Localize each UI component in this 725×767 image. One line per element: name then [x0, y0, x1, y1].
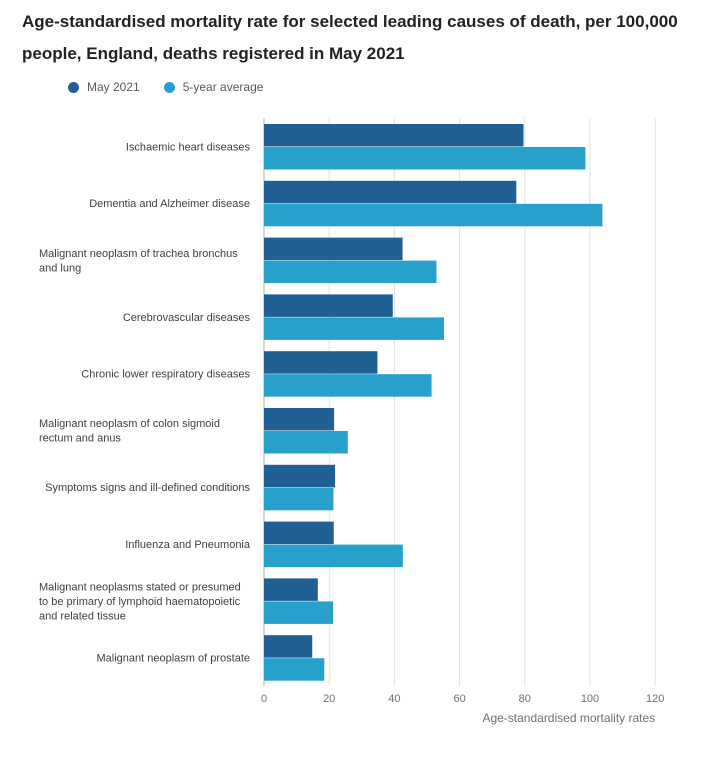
legend-item-may-2021[interactable]: May 2021 — [68, 80, 140, 94]
legend-swatch-may-2021 — [68, 81, 79, 93]
x-tick-label: 0 — [261, 693, 267, 705]
bar — [264, 658, 325, 681]
bar — [264, 578, 318, 601]
category-label: Ischaemic heart diseases — [126, 141, 251, 153]
bar — [264, 203, 603, 227]
bar — [264, 464, 336, 488]
x-tick-label: 80 — [519, 693, 531, 705]
x-tick-label: 20 — [323, 693, 335, 705]
bar — [264, 260, 437, 284]
category-label: Malignant neoplasms stated or presumed to… — [39, 581, 241, 622]
bar — [264, 431, 348, 454]
category-label: Malignant neoplasm of trachea bronchus an… — [39, 248, 238, 275]
bar — [264, 294, 393, 317]
legend-label-may-2021: May 2021 — [87, 80, 140, 94]
category-label: Symptoms signs and ill-defined condition… — [45, 482, 250, 494]
bar — [264, 601, 334, 624]
bar — [264, 147, 586, 170]
category-label: Cerebrovascular diseases — [123, 312, 251, 324]
legend: May 2021 5-year average — [68, 80, 263, 94]
x-axis-title: Age-standardised mortality rates — [482, 711, 655, 725]
bar — [264, 317, 444, 340]
bar — [264, 351, 378, 374]
bar — [264, 635, 313, 658]
bar — [264, 374, 432, 397]
bar — [264, 180, 517, 204]
bar — [264, 408, 335, 431]
bar — [264, 487, 334, 511]
bar — [264, 521, 334, 545]
category-label: Dementia and Alzheimer disease — [89, 198, 250, 210]
x-tick-label: 40 — [388, 693, 400, 705]
legend-label-5-year-average: 5-year average — [182, 80, 264, 94]
category-label: Chronic lower respiratory diseases — [81, 369, 250, 381]
category-label: Influenza and Pneumonia — [125, 539, 251, 551]
bar — [264, 124, 524, 147]
x-tick-label: 100 — [581, 693, 599, 705]
category-label: Malignant neoplasm of prostate — [97, 653, 250, 665]
legend-item-5-year-average[interactable]: 5-year average — [163, 80, 264, 94]
x-tick-label: 60 — [453, 693, 465, 705]
x-tick-label: 120 — [646, 693, 664, 705]
chart-title: Age-standardised mortality rate for sele… — [22, 12, 678, 63]
bar — [264, 237, 403, 261]
category-label: Malignant neoplasm of colon sigmoid rectu… — [39, 418, 220, 445]
legend-swatch-5-year-average — [163, 81, 175, 93]
bar — [264, 544, 403, 568]
